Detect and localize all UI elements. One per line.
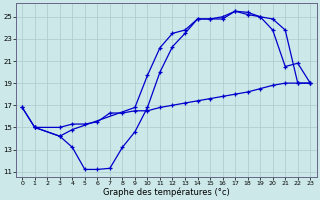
X-axis label: Graphe des températures (°c): Graphe des températures (°c): [103, 187, 230, 197]
